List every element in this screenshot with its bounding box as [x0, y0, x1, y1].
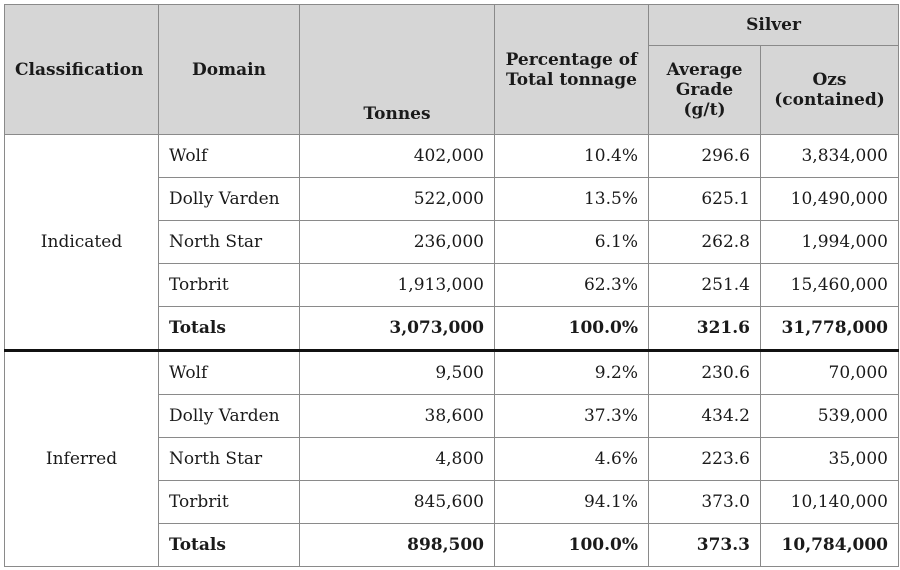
- header-percentage-line1: Percentage of: [505, 49, 638, 70]
- table-row: Dolly Varden 38,600 37.3% 434.2 539,000: [5, 394, 899, 438]
- grade-cell: 625.1: [648, 177, 761, 221]
- header-grade-line1: Average: [666, 60, 743, 80]
- domain-cell: Torbrit: [158, 480, 300, 524]
- percentage-cell: 4.6%: [494, 437, 649, 481]
- percentage-cell: 100.0%: [494, 523, 649, 567]
- tonnes-cell: 38,600: [299, 394, 495, 438]
- header-grade-line2: Grade: [675, 80, 734, 100]
- tonnes-cell: 236,000: [299, 220, 495, 264]
- header-average-grade: Average Grade (g/t): [648, 45, 761, 135]
- percentage-cell: 13.5%: [494, 177, 649, 221]
- grade-cell: 230.6: [648, 349, 761, 395]
- tonnes-cell: 522,000: [299, 177, 495, 221]
- ozs-cell: 15,460,000: [760, 263, 899, 307]
- grade-cell: 223.6: [648, 437, 761, 481]
- header-silver: Silver: [648, 4, 899, 46]
- domain-cell: Dolly Varden: [158, 177, 300, 221]
- ozs-cell: 70,000: [760, 349, 899, 395]
- ozs-cell: 35,000: [760, 437, 899, 481]
- table-row: Torbrit 1,913,000 62.3% 251.4 15,460,000: [5, 263, 899, 307]
- percentage-cell: 37.3%: [494, 394, 649, 438]
- totals-row: Totals 898,500 100.0% 373.3 10,784,000: [5, 523, 899, 567]
- classification-cell: Inferred: [4, 349, 159, 567]
- ozs-cell: 10,490,000: [760, 177, 899, 221]
- ozs-cell: 3,834,000: [760, 134, 899, 178]
- tonnes-cell: 402,000: [299, 134, 495, 178]
- header-percentage: Percentage of Total tonnage: [494, 4, 649, 135]
- tonnes-cell: 1,913,000: [299, 263, 495, 307]
- domain-cell: North Star: [158, 220, 300, 264]
- percentage-cell: 10.4%: [494, 134, 649, 178]
- resource-table: Classification Domain Tonnes Percentage …: [4, 4, 899, 567]
- table-row: Inferred Wolf 9,500 9.2% 230.6 70,000: [4, 349, 899, 567]
- tonnes-cell: 4,800: [299, 437, 495, 481]
- header-ozs-line2: (contained): [774, 90, 885, 110]
- percentage-cell: 6.1%: [494, 220, 649, 264]
- header-domain: Domain: [158, 4, 300, 135]
- domain-cell: Torbrit: [158, 263, 300, 307]
- domain-cell: Totals: [158, 306, 300, 351]
- grade-cell: 321.6: [648, 306, 761, 351]
- table-row: North Star 236,000 6.1% 262.8 1,994,000: [5, 220, 899, 264]
- totals-row: Totals 3,073,000 100.0% 321.6 31,778,000: [5, 306, 899, 351]
- tonnes-cell: 3,073,000: [299, 306, 495, 351]
- classification-cell: Indicated: [4, 134, 159, 351]
- grade-cell: 296.6: [648, 134, 761, 178]
- domain-cell: Wolf: [158, 349, 300, 395]
- grade-cell: 251.4: [648, 263, 761, 307]
- ozs-cell: 31,778,000: [760, 306, 899, 351]
- header-ozs: Ozs (contained): [760, 45, 899, 135]
- domain-cell: North Star: [158, 437, 300, 481]
- header-ozs-line1: Ozs: [812, 70, 847, 90]
- domain-cell: Dolly Varden: [158, 394, 300, 438]
- percentage-cell: 9.2%: [494, 349, 649, 395]
- tonnes-cell: 9,500: [299, 349, 495, 395]
- ozs-cell: 10,140,000: [760, 480, 899, 524]
- table-row: North Star 4,800 4.6% 223.6 35,000: [5, 437, 899, 481]
- header-percentage-line2: Total tonnage: [506, 69, 637, 90]
- percentage-cell: 62.3%: [494, 263, 649, 307]
- domain-cell: Totals: [158, 523, 300, 567]
- percentage-cell: 100.0%: [494, 306, 649, 351]
- domain-cell: Wolf: [158, 134, 300, 178]
- ozs-cell: 539,000: [760, 394, 899, 438]
- header-tonnes: Tonnes: [299, 4, 495, 135]
- table-row: Indicated Wolf 402,000 10.4% 296.6 3,834…: [4, 134, 899, 351]
- percentage-cell: 94.1%: [494, 480, 649, 524]
- table-row: Dolly Varden 522,000 13.5% 625.1 10,490,…: [5, 177, 899, 221]
- grade-cell: 373.3: [648, 523, 761, 567]
- tonnes-cell: 898,500: [299, 523, 495, 567]
- grade-cell: 434.2: [648, 394, 761, 438]
- header-grade-line3: (g/t): [683, 100, 726, 120]
- header-classification: Classification: [4, 4, 159, 135]
- grade-cell: 373.0: [648, 480, 761, 524]
- tonnes-cell: 845,600: [299, 480, 495, 524]
- ozs-cell: 1,994,000: [760, 220, 899, 264]
- grade-cell: 262.8: [648, 220, 761, 264]
- ozs-cell: 10,784,000: [760, 523, 899, 567]
